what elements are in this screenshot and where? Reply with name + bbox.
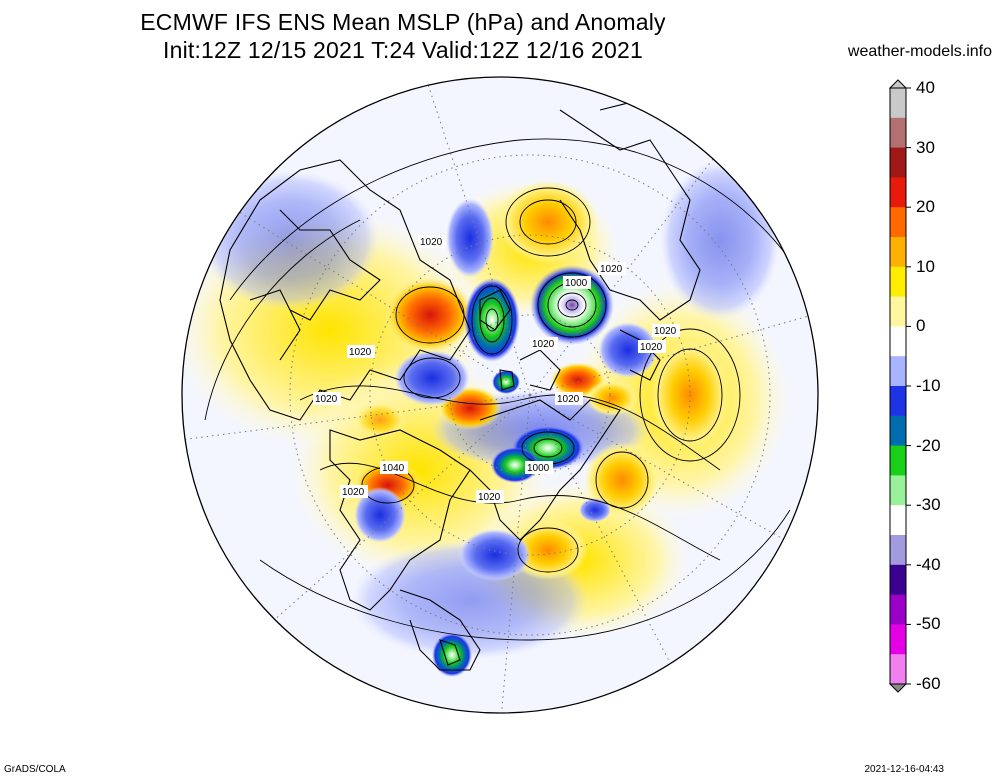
svg-text:1040: 1040 [382,463,405,474]
colorbar-segment [890,88,906,119]
site-label: weather-models.info [847,43,992,60]
colorbar-tick-label: 40 [916,78,935,97]
colorbar-segment [890,207,906,238]
contour-label: 1020 [555,392,583,405]
svg-text:1020: 1020 [420,237,443,248]
contour-label: 1040 [380,461,408,474]
footer-timestamp: 2021-12-16-04:43 [864,764,944,775]
svg-text:1020: 1020 [478,492,501,503]
isobars [204,138,791,641]
colorbar-tick-label: 20 [916,197,935,216]
colorbar-segment [890,266,906,298]
colorbar-bottom-arrow [888,683,908,693]
svg-text:1020: 1020 [315,394,338,405]
colorbar-segment [890,296,906,327]
colorbar [888,79,911,693]
colorbar-segment [890,356,906,387]
svg-text:1000: 1000 [527,463,550,474]
contour-label: 1000 [563,276,591,289]
chart-subtitle: Init:12Z 12/15 2021 T:24 Valid:12Z 12/16… [162,37,643,63]
contour-label: 1020 [340,485,368,498]
colorbar-tick-label: -20 [916,436,941,455]
colorbar-tick-label: -10 [916,376,941,395]
colorbar-segment [890,535,906,566]
contour-label: 1020 [476,490,504,503]
colorbar-tick-label: -60 [916,674,941,693]
contour-labels: 1020 1000 1020 1020 1020 1020 1020 1020 … [313,235,680,503]
colorbar-tick-label: -50 [916,614,941,633]
colorbar-segment [890,326,906,357]
colorbar-segment [890,147,906,178]
colorbar-ticks [906,87,911,685]
contour-label: 1020 [313,392,341,405]
colorbar-segment [890,654,906,685]
colorbar-segment [890,237,906,268]
contour-label: 1020 [638,340,666,353]
colorbar-segment [890,624,906,655]
footer-software-label: GrADS/COLA [4,764,66,775]
svg-text:1020: 1020 [654,326,677,337]
contour-label: 1000 [525,461,553,474]
svg-text:1020: 1020 [600,264,623,275]
colorbar-segment [890,386,906,417]
colorbar-tick-label: 10 [916,257,935,276]
colorbar-segment [890,594,906,625]
svg-text:1000: 1000 [565,278,588,289]
colorbar-segment [890,475,906,506]
svg-text:1020: 1020 [342,487,365,498]
colorbar-tick-label: 30 [916,138,935,157]
coastlines [219,99,701,671]
contour-label: 1020 [418,235,446,248]
colorbar-segment [890,117,906,149]
contour-label: 1020 [347,345,375,358]
colorbar-tick-label: -40 [916,555,941,574]
colorbar-segment [890,177,906,208]
colorbar-segment [890,445,906,476]
svg-text:1020: 1020 [640,342,663,353]
svg-text:1020: 1020 [532,339,555,350]
map-border [181,76,819,714]
colorbar-segment [890,415,906,447]
colorbar-segment [890,564,906,596]
contour-label: 1020 [530,337,558,350]
chart-title: ECMWF IFS ENS Mean MSLP (hPa) and Anomal… [140,9,666,35]
colorbar-top-arrow [888,79,908,89]
colorbar-tick-label: 0 [916,316,926,335]
colorbar-tick-label: -30 [916,495,941,514]
contour-label: 1020 [598,262,626,275]
colorbar-segments [890,88,906,685]
svg-text:1020: 1020 [349,347,372,358]
colorbar-segment [890,505,906,536]
svg-text:1020: 1020 [557,394,580,405]
contour-label: 1020 [652,324,680,337]
